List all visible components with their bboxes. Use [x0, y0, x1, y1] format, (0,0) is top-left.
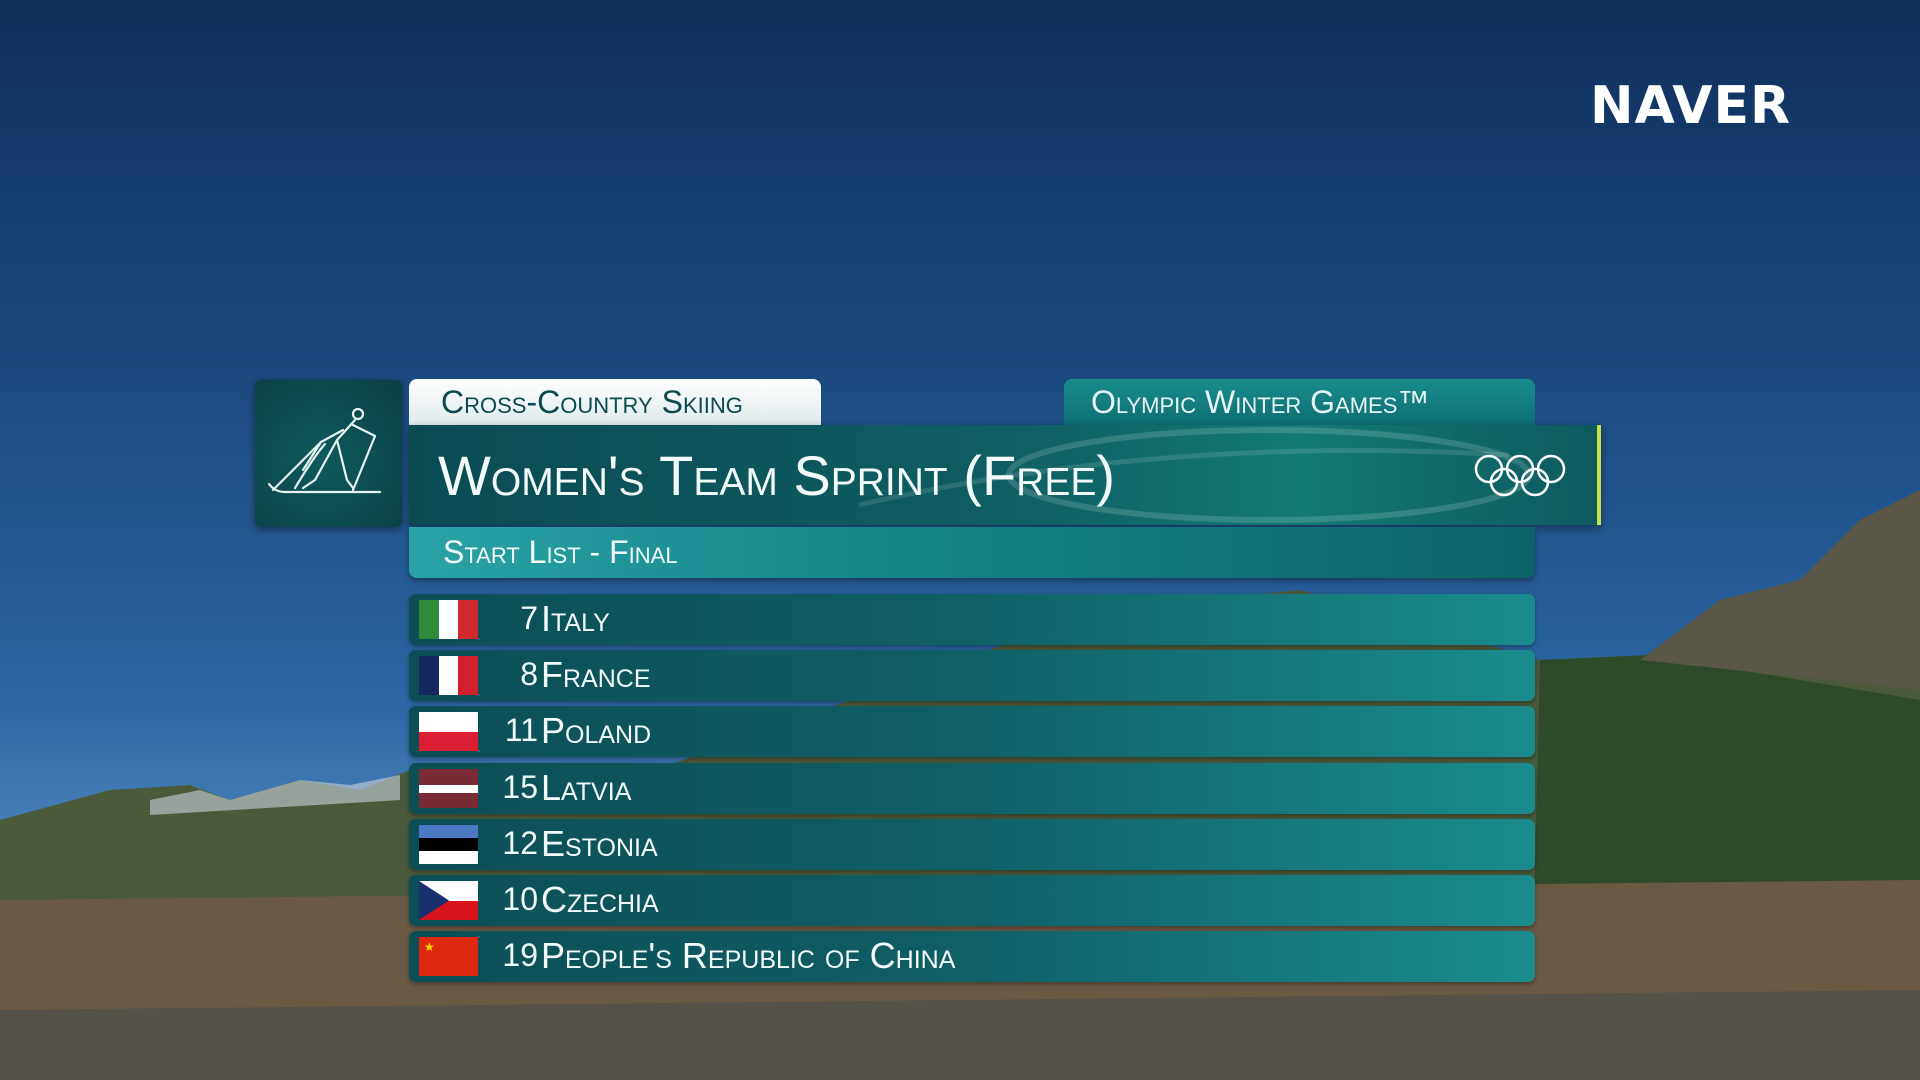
flag-czechia-icon — [419, 881, 478, 920]
svg-text:★: ★ — [424, 940, 435, 954]
start-list-row: 12 Estonia — [409, 818, 1535, 870]
flag-poland-icon — [419, 712, 478, 752]
flag-estonia-icon — [419, 824, 478, 864]
country-name: People's Republic of China — [541, 935, 956, 977]
bib-number: 12 — [502, 824, 538, 861]
bib-number: 8 — [520, 656, 538, 693]
country-name: Latvia — [541, 766, 632, 808]
phase-bar: Start List - Final — [409, 527, 1535, 578]
event-title: Women's Team Sprint (Free) — [438, 444, 1115, 507]
bib-number: 10 — [502, 881, 538, 917]
start-list-row: 11 Poland — [409, 706, 1535, 758]
country-name: France — [541, 654, 651, 696]
country-name: Estonia — [541, 822, 658, 864]
start-list-row: 7 Italy — [409, 594, 1535, 645]
start-list-row: 8 France — [409, 650, 1535, 702]
bib-number: 11 — [504, 712, 538, 749]
broadcaster-logo: NAVER — [1590, 76, 1792, 136]
bib-number: 15 — [502, 768, 538, 805]
flag-italy-icon — [419, 600, 478, 639]
bib-number: 7 — [520, 600, 538, 636]
bib-number: 19 — [502, 937, 538, 974]
start-list-row: 10 Czechia — [409, 875, 1535, 926]
cross-country-skier-icon — [267, 407, 382, 494]
games-tab: Olympic Winter Games™ — [1064, 379, 1535, 426]
sport-tab: Cross-Country Skiing — [409, 379, 821, 426]
flag-france-icon — [419, 656, 478, 696]
country-name: Italy — [541, 598, 610, 639]
country-name: Poland — [541, 710, 652, 752]
olympic-rings-icon — [1474, 454, 1566, 497]
flag-china-icon: ★ — [419, 937, 478, 977]
event-title-bar: Women's Team Sprint (Free) — [409, 425, 1601, 525]
start-list-row: 15 Latvia — [409, 762, 1535, 814]
flag-latvia-icon — [419, 768, 478, 808]
phase-label: Start List - Final — [443, 534, 678, 570]
sport-pictogram — [255, 380, 402, 527]
swirl-decoration — [858, 427, 1532, 523]
country-name: Czechia — [541, 879, 659, 920]
start-list-row: ★ 19 People's Republic of China — [409, 931, 1535, 983]
